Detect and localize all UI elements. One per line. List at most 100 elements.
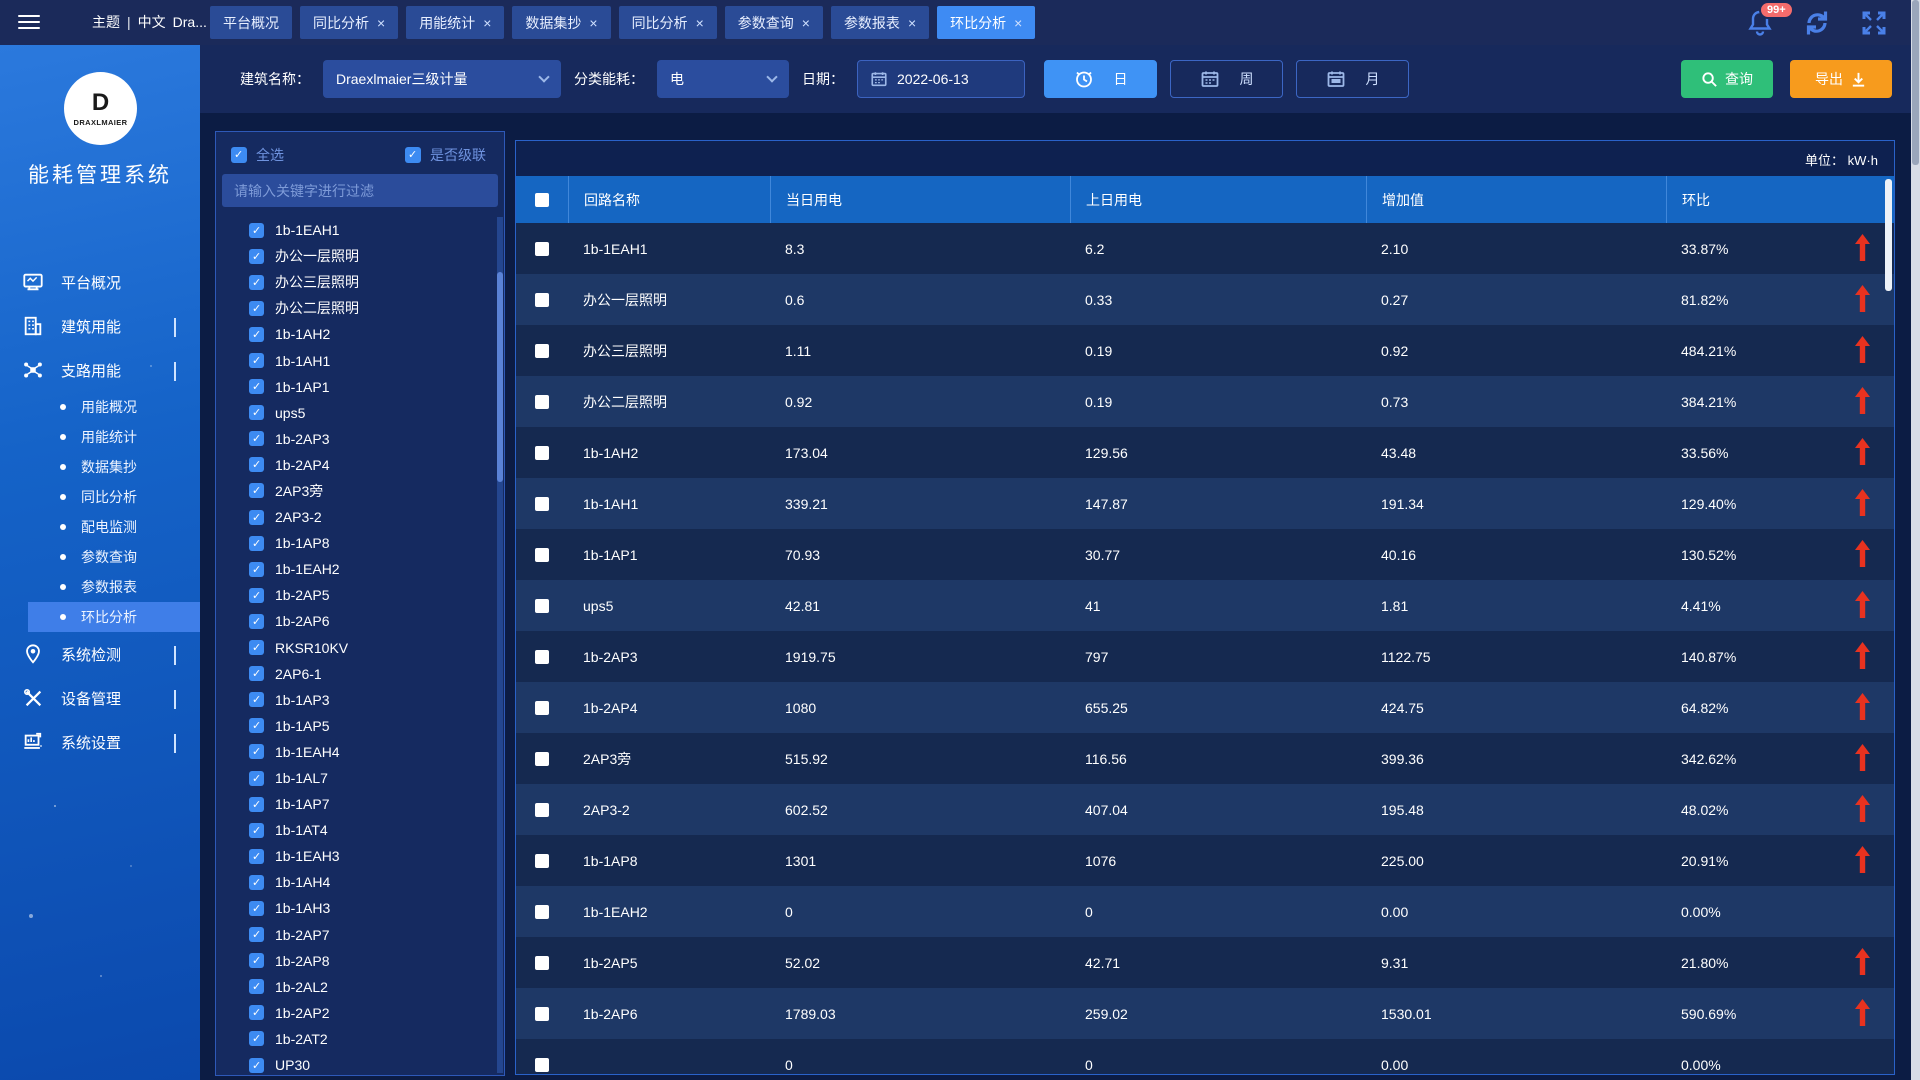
circuit-checkbox[interactable] xyxy=(249,718,264,734)
circuit-search-input[interactable] xyxy=(222,174,498,207)
tab-item[interactable]: 用能统计 × xyxy=(406,6,505,39)
row-checkbox[interactable] xyxy=(535,394,549,409)
circuit-list-item[interactable]: 1b-1AP7 xyxy=(249,791,504,817)
building-select[interactable]: Draexlmaier三级计量 xyxy=(323,60,561,98)
table-scrollbar-thumb[interactable] xyxy=(1885,179,1892,291)
circuit-checkbox[interactable] xyxy=(249,953,264,969)
tab-item[interactable]: 数据集抄 × xyxy=(512,6,611,39)
row-checkbox[interactable] xyxy=(535,802,549,817)
row-checkbox[interactable] xyxy=(535,649,549,664)
circuit-checkbox[interactable] xyxy=(249,666,264,682)
circuit-checkbox[interactable] xyxy=(249,692,264,708)
tab-item[interactable]: 参数查询 × xyxy=(724,6,823,39)
submenu-item-参数查询[interactable]: 参数查询 xyxy=(0,542,200,572)
circuit-list-item[interactable]: 办公三层照明 xyxy=(249,269,504,295)
row-checkbox[interactable] xyxy=(535,904,549,919)
tab-item[interactable]: 环比分析 × xyxy=(937,6,1036,39)
circuit-checkbox[interactable] xyxy=(249,744,264,760)
export-button[interactable]: 导出 xyxy=(1790,60,1892,98)
circuit-list-item[interactable]: 2AP3-2 xyxy=(249,504,504,530)
sidebar-item-设备管理[interactable]: 设备管理 xyxy=(0,676,200,720)
sidebar-item-平台概况[interactable]: 平台概况 xyxy=(0,260,200,304)
tab-close-icon[interactable]: × xyxy=(377,14,386,31)
tab-close-icon[interactable]: × xyxy=(1014,14,1023,31)
tab-item[interactable]: 平台概况 xyxy=(210,6,292,39)
period-week-button[interactable]: 周 xyxy=(1170,60,1283,98)
tab-item[interactable]: 同比分析 × xyxy=(618,6,717,39)
language-label[interactable]: 中文 xyxy=(137,14,166,30)
circuit-checkbox[interactable] xyxy=(249,613,264,629)
circuit-checkbox[interactable] xyxy=(249,822,264,838)
select-all-checkbox-row[interactable]: 全选 xyxy=(231,145,284,165)
circuit-list-item[interactable]: 2AP3旁 xyxy=(249,478,504,504)
cascade-checkbox-row[interactable]: 是否级联 xyxy=(405,145,486,165)
submenu-item-用能概况[interactable]: 用能概况 xyxy=(0,392,200,422)
tab-item[interactable]: 同比分析 × xyxy=(300,6,399,39)
hamburger-menu-icon[interactable] xyxy=(18,15,40,33)
submenu-item-同比分析[interactable]: 同比分析 xyxy=(0,482,200,512)
circuit-checkbox[interactable] xyxy=(249,587,264,603)
circuit-checkbox[interactable] xyxy=(249,1031,264,1047)
circuit-checkbox[interactable] xyxy=(249,431,264,447)
row-checkbox[interactable] xyxy=(535,496,549,511)
tab-close-icon[interactable]: × xyxy=(801,14,810,31)
circuit-list-item[interactable]: 1b-2AT2 xyxy=(249,1026,504,1052)
tab-close-icon[interactable]: × xyxy=(695,14,704,31)
circuit-list-item[interactable]: 1b-1EAH4 xyxy=(249,739,504,765)
circuit-list-item[interactable]: 1b-1AP5 xyxy=(249,713,504,739)
circuit-checkbox[interactable] xyxy=(249,848,264,864)
page-scrollbar-thumb[interactable] xyxy=(1912,0,1919,165)
sidebar-item-建筑用能[interactable]: 建筑用能 xyxy=(0,304,200,348)
circuit-list-item[interactable]: 1b-1AP8 xyxy=(249,530,504,556)
date-picker[interactable]: 2022-06-13 xyxy=(857,60,1025,98)
tab-item[interactable]: 参数报表 × xyxy=(830,6,930,39)
circuit-list-item[interactable]: 1b-1AH4 xyxy=(249,869,504,895)
row-checkbox[interactable] xyxy=(535,955,549,970)
circuit-list-item[interactable]: 2AP6-1 xyxy=(249,661,504,687)
row-checkbox[interactable] xyxy=(535,751,549,766)
circuit-checkbox[interactable] xyxy=(249,509,264,525)
circuit-list-item[interactable]: 1b-1AH1 xyxy=(249,347,504,373)
circuit-list-item[interactable]: 1b-2AP5 xyxy=(249,582,504,608)
circuit-checkbox[interactable] xyxy=(249,248,264,264)
row-checkbox[interactable] xyxy=(535,547,549,562)
energy-category-select[interactable]: 电 xyxy=(657,60,789,98)
submenu-item-数据集抄[interactable]: 数据集抄 xyxy=(0,452,200,482)
submenu-item-环比分析[interactable]: 环比分析 xyxy=(28,602,200,632)
theme-label[interactable]: 主题 xyxy=(92,14,120,30)
sidebar-item-系统设置[interactable]: 系统设置 xyxy=(0,720,200,764)
circuit-checkbox[interactable] xyxy=(249,979,264,995)
circuit-list-item[interactable]: 1b-1AT4 xyxy=(249,817,504,843)
circuit-list-item[interactable]: 1b-1EAH1 xyxy=(249,217,504,243)
circuit-list-item[interactable]: 办公一层照明 xyxy=(249,243,504,269)
refresh-icon[interactable] xyxy=(1802,9,1832,42)
cascade-checkbox[interactable] xyxy=(405,147,421,163)
circuit-checkbox[interactable] xyxy=(249,353,264,369)
circuit-checkbox[interactable] xyxy=(249,874,264,890)
circuit-checkbox[interactable] xyxy=(249,326,264,342)
circuit-list-item[interactable]: 1b-2AP7 xyxy=(249,922,504,948)
circuit-list-item[interactable]: 1b-2AP3 xyxy=(249,426,504,452)
tab-close-icon[interactable]: × xyxy=(483,14,492,31)
circuit-checkbox[interactable] xyxy=(249,1005,264,1021)
header-checkbox[interactable] xyxy=(535,192,549,207)
circuit-list-item[interactable]: 1b-2AP4 xyxy=(249,452,504,478)
period-month-button[interactable]: 月 xyxy=(1296,60,1409,98)
tab-close-icon[interactable]: × xyxy=(907,14,917,31)
circuit-checkbox[interactable] xyxy=(249,535,264,551)
row-checkbox[interactable] xyxy=(535,241,549,256)
select-all-checkbox[interactable] xyxy=(231,147,247,163)
circuit-checkbox[interactable] xyxy=(249,927,264,943)
circuit-checkbox[interactable] xyxy=(249,405,264,421)
page-scrollbar[interactable] xyxy=(1911,0,1920,1080)
circuit-list-scrollbar-thumb[interactable] xyxy=(497,272,503,482)
circuit-checkbox[interactable] xyxy=(249,274,264,290)
circuit-list-item[interactable]: RKSR10KV xyxy=(249,635,504,661)
circuit-list-item[interactable]: ups5 xyxy=(249,400,504,426)
circuit-list-item[interactable]: 1b-2AP8 xyxy=(249,948,504,974)
circuit-list-item[interactable]: 1b-1AP1 xyxy=(249,374,504,400)
row-checkbox[interactable] xyxy=(535,445,549,460)
circuit-checkbox[interactable] xyxy=(249,900,264,916)
circuit-list-item[interactable]: 1b-1AP3 xyxy=(249,687,504,713)
row-checkbox[interactable] xyxy=(535,1006,549,1021)
